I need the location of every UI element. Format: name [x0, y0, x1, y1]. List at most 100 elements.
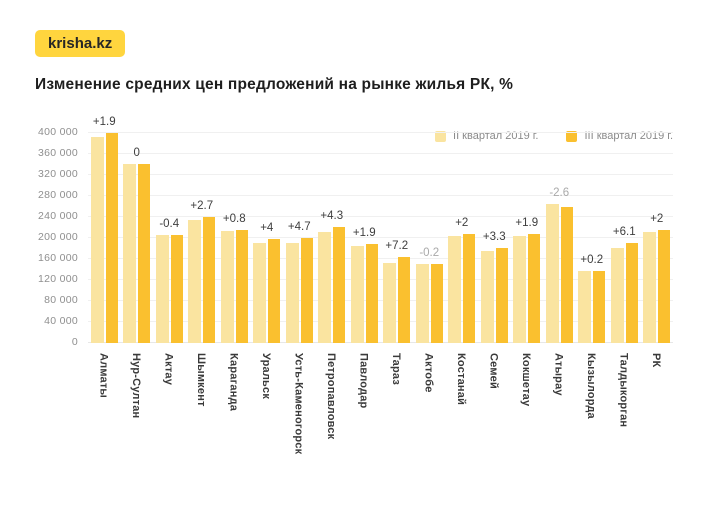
x-axis-label-9: Тараз [389, 353, 402, 386]
bar-q3-11 [463, 234, 476, 343]
bar-q3-17 [658, 229, 671, 343]
point-label: +3.3 [482, 230, 506, 243]
bar-q2-1 [123, 163, 137, 343]
y-axis: 0 40 000 80 000 120 000 160 000 200 000 240 00… [0, 0, 80, 505]
bar-q2-8 [350, 245, 364, 343]
gridline [88, 131, 673, 133]
x-axis-label-17: РК [649, 353, 662, 368]
point-label: +7.2 [385, 239, 409, 252]
legend-item-q2: II квартал 2019 г. [435, 130, 538, 142]
bar-q3-8 [365, 244, 378, 343]
legend-item-q3: III квартал 2019 г. [566, 130, 673, 142]
gridline [88, 257, 673, 259]
x-axis-label-12: Семей [487, 353, 500, 389]
gridline [88, 194, 673, 196]
y-tick-label: 40 000 [44, 314, 78, 327]
point-label: +6.1 [612, 225, 636, 238]
point-label: +4.3 [320, 210, 344, 223]
y-tick-label: 280 000 [37, 188, 78, 201]
x-axis-label-8: Павлодар [357, 353, 370, 409]
bar-q3-1 [138, 163, 151, 343]
gridline [88, 320, 673, 322]
legend-label-q3: III квартал 2019 г. [584, 130, 673, 142]
y-tick-label: 200 000 [37, 230, 78, 243]
krisha-logo: krisha.kz [35, 30, 126, 57]
gridline [88, 215, 673, 217]
bar-q3-0 [105, 132, 118, 343]
point-label: +4 [260, 221, 274, 234]
bar-q2-2 [155, 234, 169, 343]
gridline [88, 236, 673, 238]
bar-q3-12 [495, 247, 508, 343]
bar-q2-6 [285, 243, 299, 343]
bar-q2-12 [480, 250, 494, 343]
x-axis: Алматы Нур-Султан Актау Шымкент Караганда Ура… [88, 353, 673, 493]
bar-q3-6 [300, 238, 313, 343]
x-axis-label-16: Талдыкорган [617, 353, 630, 428]
gridline [88, 299, 673, 301]
x-axis-label-11: Костанай [454, 353, 467, 406]
gridline [88, 342, 673, 343]
point-label: -2.6 [549, 186, 570, 199]
y-tick-label: 120 000 [37, 272, 78, 285]
x-axis-label-6: Усть-Каменогорск [292, 353, 305, 455]
bar-q2-10 [415, 264, 429, 343]
bar-q3-2 [170, 235, 183, 343]
x-axis-label-7: Петропавловск [324, 353, 337, 440]
x-axis-label-5: Уральск [259, 353, 272, 400]
point-label: +1.9 [352, 227, 376, 240]
bar-q3-5 [268, 238, 281, 343]
gridline [88, 278, 673, 280]
bar-q3-4 [235, 230, 248, 343]
chart-legend: II квартал 2019 г. III квартал 2019 г. [435, 130, 673, 142]
point-label: -0.4 [159, 217, 180, 230]
y-tick-label: 160 000 [37, 251, 78, 264]
x-axis-label-4: Караганда [227, 353, 240, 412]
bar-q2-11 [448, 236, 462, 343]
y-tick-label: 0 [71, 336, 78, 348]
point-label: +2.7 [190, 199, 214, 212]
y-tick-label: 80 000 [44, 293, 78, 306]
bar-q2-7 [318, 231, 332, 343]
y-tick-label: 360 000 [37, 146, 78, 159]
x-axis-label-3: Шымкент [194, 353, 207, 407]
legend-swatch-q3 [566, 130, 578, 142]
x-axis-label-2: Актау [162, 353, 175, 386]
bar-q2-13 [513, 236, 527, 343]
y-tick-label: 400 000 [37, 125, 78, 138]
point-label: +1.9 [515, 217, 539, 230]
legend-label-q2: II квартал 2019 г. [453, 130, 539, 142]
x-axis-label-15: Кызылорда [584, 353, 597, 419]
bar-q3-9 [398, 256, 411, 343]
point-label: 0 [133, 146, 140, 159]
x-axis-label-10: Актобе [422, 353, 435, 393]
y-tick-label: 320 000 [37, 167, 78, 180]
point-label: +0.2 [580, 253, 604, 266]
bar-q3-7 [333, 227, 346, 343]
point-label: +4.7 [287, 221, 311, 234]
bar-q3-13 [528, 234, 541, 343]
point-label: +2 [650, 212, 664, 225]
point-label: +0.8 [222, 213, 246, 226]
bar-q2-0 [90, 136, 104, 343]
bar-q3-14 [560, 207, 573, 343]
bar-q3-15 [593, 270, 606, 343]
x-axis-label-0: Алматы [97, 353, 110, 399]
legend-swatch-q2 [435, 130, 447, 142]
gridline [88, 173, 673, 175]
x-axis-label-13: Кокшетау [519, 353, 532, 407]
x-axis-label-1: Нур-Султан [129, 353, 142, 419]
point-label: +2 [455, 217, 469, 230]
bar-q2-4 [220, 231, 234, 343]
bar-q2-14 [545, 203, 559, 343]
x-axis-label-14: Атырау [552, 353, 565, 396]
bar-q2-3 [188, 219, 202, 343]
bar-q2-9 [383, 262, 397, 343]
y-tick-label: 240 000 [37, 209, 78, 222]
chart-title: Изменение средних цен предложений на рын… [35, 76, 514, 93]
plot-area: +1.9 0 -0.4 +2.7 +0.8 +4 +4.7 +4.3 +1.9 +7.2 -0.2 +… [88, 116, 673, 343]
bar-q2-5 [253, 243, 267, 343]
bar-q2-17 [643, 231, 657, 343]
bar-q2-15 [578, 270, 592, 343]
bar-q3-10 [430, 264, 443, 343]
